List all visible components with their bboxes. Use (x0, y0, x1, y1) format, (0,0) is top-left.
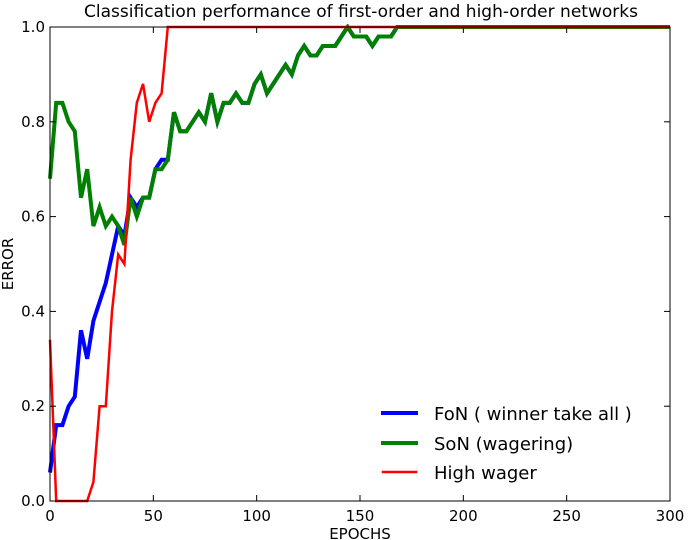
legend-label-fon: FoN ( winner take all ) (434, 404, 632, 425)
y-tick-label: 0.8 (21, 113, 45, 131)
chart-title: Classification performance of first-orde… (84, 2, 638, 22)
legend-label-son: SoN (wagering) (434, 434, 573, 455)
x-axis-label: EPOCHS (329, 525, 391, 540)
x-tick-label: 50 (144, 507, 163, 525)
y-tick-label: 0.2 (21, 397, 45, 415)
y-axis-label: ERROR (0, 238, 17, 291)
y-tick-label: 0.6 (21, 208, 45, 226)
x-tick-label: 250 (552, 507, 581, 525)
plot-frame (49, 26, 671, 502)
series-line-son (48, 24, 670, 246)
x-tick-label: 100 (242, 507, 271, 525)
legend: FoN ( winner take all ) SoN (wagering) H… (381, 404, 632, 484)
y-tick-label: 1.0 (21, 18, 45, 36)
legend-label-high-wager: High wager (434, 463, 537, 484)
x-tick-label: 0 (45, 507, 55, 525)
plot-area (50, 27, 670, 501)
y-tick-label: 0.4 (21, 302, 45, 320)
x-tick-label: 300 (656, 507, 685, 525)
x-tick-label: 200 (449, 507, 478, 525)
ticks-layer: 0 50 100 150 200 250 300 0.0 0.2 0.4 0.6 0.8 1.0 (21, 18, 684, 525)
x-tick-label: 150 (346, 507, 375, 525)
y-tick-label: 0.0 (21, 492, 45, 510)
